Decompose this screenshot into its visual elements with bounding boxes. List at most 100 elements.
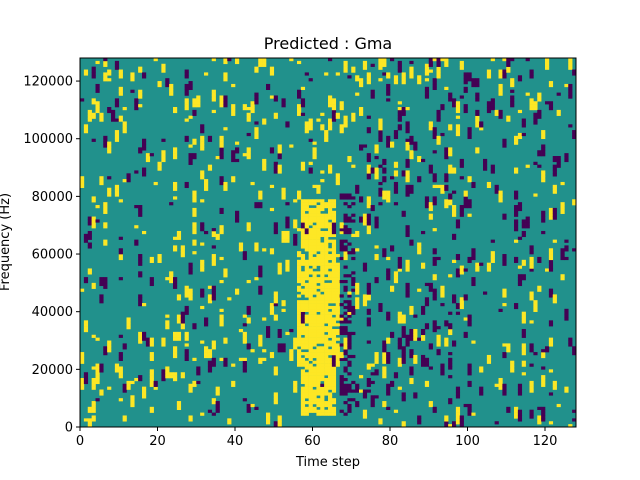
- heatmap-cell: [331, 357, 337, 361]
- heatmap-cell: [339, 225, 344, 229]
- heatmap-cell: [378, 193, 383, 197]
- heatmap-cell: [320, 205, 325, 209]
- heatmap-cell: [304, 277, 309, 281]
- heatmap-cell: [362, 415, 368, 419]
- heatmap-cell: [409, 69, 414, 73]
- heatmap-cell: [304, 395, 309, 399]
- heatmap-cell: [300, 279, 306, 284]
- heatmap-cell: [498, 193, 503, 197]
- heatmap-cell: [173, 245, 178, 249]
- heatmap-cell: [343, 219, 348, 223]
- heatmap-cell: [103, 279, 108, 284]
- heatmap-cell: [467, 372, 472, 376]
- heatmap-cell: [335, 314, 340, 318]
- heatmap-cell: [138, 340, 143, 344]
- heatmap-cell: [529, 363, 534, 367]
- heatmap-cell: [366, 199, 371, 203]
- heatmap-cell: [362, 222, 368, 226]
- heatmap-cell: [207, 300, 213, 304]
- heatmap-cell: [308, 308, 313, 312]
- heatmap-cell: [331, 216, 337, 220]
- heatmap-cell: [432, 274, 437, 278]
- heatmap-cell: [250, 109, 255, 114]
- heatmap-cell: [541, 150, 546, 154]
- heatmap-cell: [339, 222, 344, 226]
- heatmap-cell: [196, 372, 201, 376]
- heatmap-cell: [440, 294, 445, 298]
- heatmap-cell: [452, 340, 457, 344]
- heatmap-cell: [328, 366, 333, 370]
- heatmap-cell: [328, 199, 333, 203]
- heatmap-cell: [452, 207, 457, 212]
- heatmap-cell: [293, 239, 298, 243]
- heatmap-cell: [324, 343, 329, 347]
- heatmap-cell: [180, 248, 185, 252]
- heatmap-cell: [560, 254, 565, 258]
- heatmap-cell: [223, 58, 228, 62]
- heatmap-cell: [564, 311, 569, 315]
- heatmap-cell: [343, 60, 348, 65]
- heatmap-cell: [452, 236, 457, 240]
- heatmap-cell: [545, 63, 550, 67]
- heatmap-cell: [374, 225, 379, 229]
- heatmap-cell: [452, 205, 457, 209]
- heatmap-cell: [308, 409, 313, 413]
- heatmap-cell: [324, 380, 329, 385]
- heatmap-cell: [432, 409, 437, 413]
- heatmap-cell: [374, 360, 379, 364]
- heatmap-cell: [184, 352, 189, 356]
- heatmap-cell: [297, 294, 302, 298]
- heatmap-cell: [339, 193, 344, 197]
- heatmap-cell: [541, 352, 546, 356]
- heatmap-cell: [324, 282, 329, 287]
- heatmap-cell: [405, 147, 410, 151]
- heatmap-cell: [471, 248, 476, 252]
- heatmap-cell: [118, 369, 123, 373]
- heatmap-cell: [300, 323, 306, 327]
- heatmap-cell: [308, 363, 313, 367]
- heatmap-cell: [91, 222, 96, 226]
- heatmap-cell: [405, 144, 410, 148]
- heatmap-cell: [459, 210, 464, 214]
- heatmap-cell: [192, 242, 197, 246]
- heatmap-cell: [572, 135, 577, 140]
- heatmap-cell: [200, 176, 205, 180]
- heatmap-cell: [328, 320, 333, 324]
- heatmap-cell: [99, 118, 104, 122]
- heatmap-cell: [331, 228, 337, 232]
- heatmap-cell: [537, 418, 542, 422]
- heatmap-cell: [107, 386, 112, 390]
- heatmap-cell: [440, 58, 445, 62]
- heatmap-cell: [448, 375, 453, 379]
- heatmap-cell: [200, 259, 205, 263]
- heatmap-cell: [118, 86, 123, 91]
- heatmap-cell: [300, 337, 306, 341]
- heatmap-cell: [219, 98, 224, 102]
- heatmap-cell: [548, 254, 554, 258]
- heatmap-cell: [246, 406, 251, 410]
- heatmap-cell: [343, 320, 348, 324]
- heatmap-cell: [173, 156, 178, 160]
- heatmap-cell: [362, 265, 368, 269]
- heatmap-cell: [382, 254, 387, 258]
- heatmap-cell: [192, 199, 197, 203]
- heatmap-cell: [204, 181, 209, 186]
- heatmap-cell: [130, 89, 135, 93]
- heatmap-cell: [452, 98, 457, 102]
- heatmap-cell: [269, 207, 275, 212]
- heatmap-cell: [328, 213, 333, 217]
- heatmap-cell: [331, 254, 337, 258]
- heatmap-cell: [331, 294, 337, 298]
- heatmap-cell: [335, 279, 340, 284]
- heatmap-cell: [328, 398, 333, 402]
- heatmap-cell: [421, 230, 426, 235]
- heatmap-cell: [393, 277, 399, 281]
- heatmap-cell: [514, 210, 519, 214]
- heatmap-cell: [304, 213, 309, 217]
- heatmap-cell: [471, 251, 476, 255]
- heatmap-cell: [517, 386, 523, 390]
- heatmap-cell: [246, 409, 251, 413]
- heatmap-cell: [304, 199, 309, 203]
- heatmap-cell: [521, 311, 526, 315]
- heatmap-cell: [370, 363, 375, 367]
